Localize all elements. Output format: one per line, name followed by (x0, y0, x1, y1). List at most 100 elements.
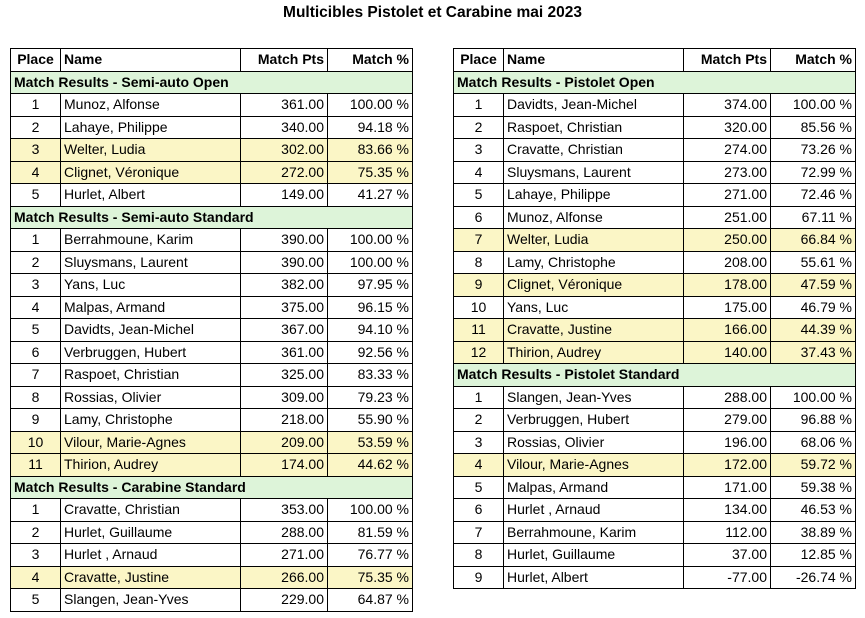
match-pts-cell: 390.00 (240, 228, 328, 252)
match-pts-cell: 320.00 (683, 115, 771, 139)
name-cell: Lahaye, Philippe (503, 183, 684, 207)
match-pts-cell: 266.00 (240, 565, 328, 589)
match-pct-cell: 73.26 % (770, 138, 856, 162)
table-row: 6 Hurlet , Arnaud 134.00 46.53 % (453, 498, 856, 522)
match-pct-cell: 100.00 % (327, 250, 413, 274)
match-pts-cell: 251.00 (683, 205, 771, 229)
match-pct-cell: 59.38 % (770, 475, 856, 499)
table-row: 5 Davidts, Jean-Michel 367.00 94.10 % (10, 318, 413, 342)
match-pct-cell: 75.35 % (327, 160, 413, 184)
match-pct-cell: 96.88 % (770, 408, 856, 432)
name-cell: Sluysmans, Laurent (503, 160, 684, 184)
table-row: 9 Clignet, Véronique 178.00 47.59 % (453, 273, 856, 297)
match-pct-cell: 85.56 % (770, 115, 856, 139)
match-pts-cell: 140.00 (683, 340, 771, 364)
name-cell: Malpas, Armand (60, 295, 241, 319)
place-cell: 4 (10, 565, 61, 589)
table-row: 11 Thirion, Audrey 174.00 44.62 % (10, 453, 413, 477)
match-pts-cell: 229.00 (240, 588, 328, 612)
table-row: 10 Vilour, Marie-Agnes 209.00 53.59 % (10, 430, 413, 454)
name-header: Name (60, 48, 241, 72)
match-pts-cell: 134.00 (683, 498, 771, 522)
table-row: 4 Vilour, Marie-Agnes 172.00 59.72 % (453, 453, 856, 477)
name-cell: Hurlet, Guillaume (60, 520, 241, 544)
table-row: 4 Cravatte, Justine 266.00 75.35 % (10, 565, 413, 589)
match-pct-cell: 83.66 % (327, 138, 413, 162)
name-cell: Vilour, Marie-Agnes (60, 430, 241, 454)
place-cell: 7 (453, 228, 504, 252)
results-table-left: Place Name Match Pts Match % Match Resul… (10, 48, 413, 612)
place-cell: 2 (453, 408, 504, 432)
match-pct-cell: 64.87 % (327, 588, 413, 612)
name-cell: Yans, Luc (503, 295, 684, 319)
match-pts-header: Match Pts (240, 48, 328, 72)
match-pts-cell: 209.00 (240, 430, 328, 454)
results-table-right: Place Name Match Pts Match % Match Resul… (453, 48, 856, 589)
match-pct-cell: 100.00 % (770, 385, 856, 409)
match-pct-cell: 100.00 % (770, 93, 856, 117)
place-cell: 12 (453, 340, 504, 364)
place-header: Place (10, 48, 61, 72)
name-cell: Lamy, Christophe (60, 408, 241, 432)
table-row: 2 Sluysmans, Laurent 390.00 100.00 % (10, 250, 413, 274)
match-pct-cell: 46.79 % (770, 295, 856, 319)
place-cell: 9 (453, 273, 504, 297)
table-row: 2 Verbruggen, Hubert 279.00 96.88 % (453, 408, 856, 432)
match-pts-cell: 361.00 (240, 93, 328, 117)
section-header-row: Match Results - Semi-auto Open (10, 70, 413, 94)
match-pts-cell: -77.00 (683, 565, 771, 589)
table-row: 4 Clignet, Véronique 272.00 75.35 % (10, 160, 413, 184)
match-pct-cell: 100.00 % (327, 498, 413, 522)
place-cell: 1 (10, 93, 61, 117)
name-cell: Cravatte, Christian (503, 138, 684, 162)
match-pts-cell: 218.00 (240, 408, 328, 432)
name-cell: Thirion, Audrey (60, 453, 241, 477)
match-pct-cell: 94.10 % (327, 318, 413, 342)
match-pts-cell: 367.00 (240, 318, 328, 342)
place-cell: 3 (10, 138, 61, 162)
match-pts-cell: 37.00 (683, 543, 771, 567)
page-title: Multicibles Pistolet et Carabine mai 202… (283, 4, 582, 21)
table-row: 7 Welter, Ludia 250.00 66.84 % (453, 228, 856, 252)
place-header: Place (453, 48, 504, 72)
name-header: Name (503, 48, 684, 72)
name-cell: Slangen, Jean-Yves (503, 385, 684, 409)
section-header-row: Match Results - Pistolet Standard (453, 363, 856, 387)
place-cell: 3 (10, 273, 61, 297)
place-cell: 1 (453, 93, 504, 117)
place-cell: 3 (10, 543, 61, 567)
table-row: 3 Hurlet , Arnaud 271.00 76.77 % (10, 543, 413, 567)
place-cell: 4 (10, 295, 61, 319)
place-cell: 11 (10, 453, 61, 477)
match-pts-cell: 390.00 (240, 250, 328, 274)
table-row: 2 Hurlet, Guillaume 288.00 81.59 % (10, 520, 413, 544)
match-pts-cell: 178.00 (683, 273, 771, 297)
name-cell: Malpas, Armand (503, 475, 684, 499)
name-cell: Thirion, Audrey (503, 340, 684, 364)
name-cell: Hurlet, Guillaume (503, 543, 684, 567)
name-cell: Cravatte, Justine (60, 565, 241, 589)
name-cell: Berrahmoune, Karim (60, 228, 241, 252)
match-pts-cell: 273.00 (683, 160, 771, 184)
place-cell: 1 (453, 385, 504, 409)
name-cell: Verbruggen, Hubert (60, 340, 241, 364)
name-cell: Clignet, Véronique (60, 160, 241, 184)
match-pct-cell: 55.61 % (770, 250, 856, 274)
table-row: 6 Munoz, Alfonse 251.00 67.11 % (453, 205, 856, 229)
match-pts-cell: 288.00 (683, 385, 771, 409)
place-cell: 1 (10, 228, 61, 252)
match-pts-cell: 271.00 (240, 543, 328, 567)
match-pts-cell: 208.00 (683, 250, 771, 274)
match-pct-cell: 72.46 % (770, 183, 856, 207)
match-pct-cell: 37.43 % (770, 340, 856, 364)
place-cell: 9 (10, 408, 61, 432)
place-cell: 2 (10, 115, 61, 139)
match-pct-cell: 59.72 % (770, 453, 856, 477)
table-row: 8 Rossias, Olivier 309.00 79.23 % (10, 385, 413, 409)
section-header-row: Match Results - Semi-auto Standard (10, 205, 413, 229)
match-pct-cell: -26.74 % (770, 565, 856, 589)
match-pts-cell: 172.00 (683, 453, 771, 477)
name-cell: Hurlet , Arnaud (60, 543, 241, 567)
match-pts-cell: 382.00 (240, 273, 328, 297)
name-cell: Verbruggen, Hubert (503, 408, 684, 432)
